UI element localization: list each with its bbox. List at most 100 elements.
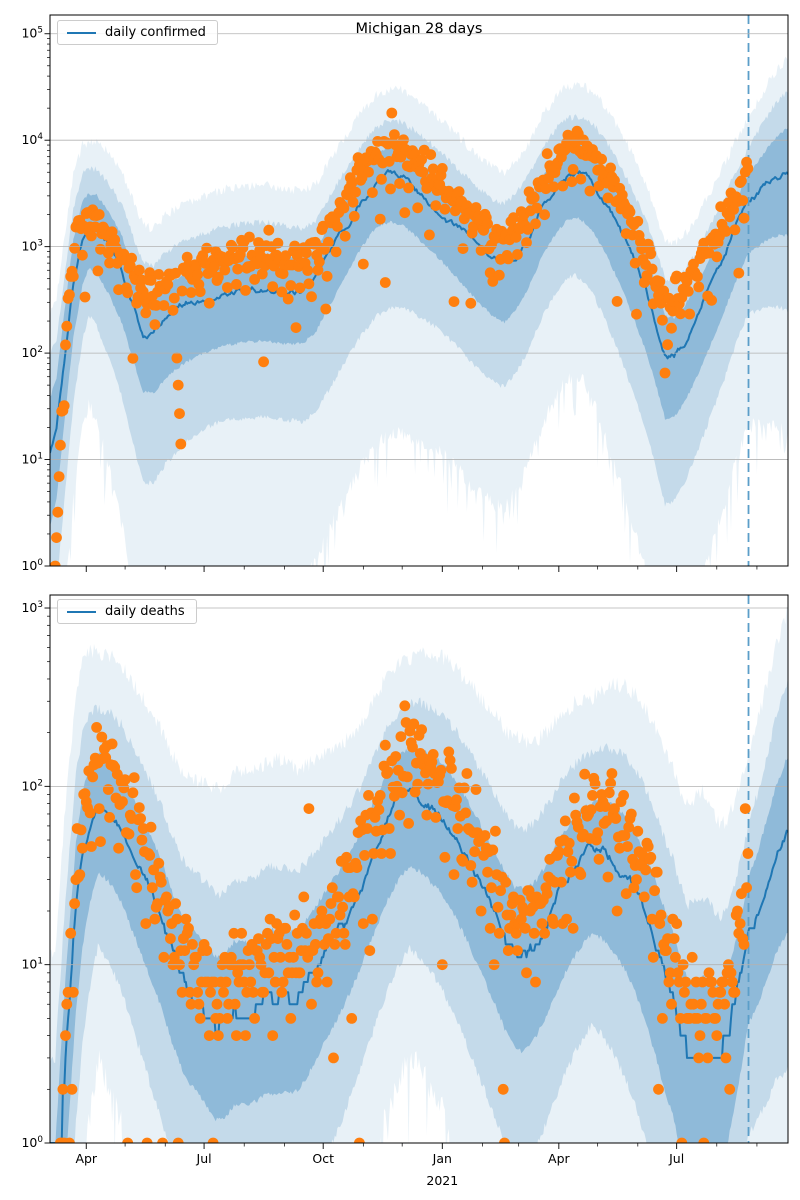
- scatter-point: [328, 1052, 339, 1064]
- scatter-point: [541, 148, 553, 160]
- scatter-point: [430, 812, 442, 823]
- scatter-point: [439, 851, 451, 863]
- scatter-point: [528, 927, 540, 939]
- scatter-point: [729, 986, 741, 998]
- scatter-point: [133, 802, 145, 813]
- scatter-point: [236, 927, 248, 939]
- scatter-point: [209, 261, 220, 272]
- scatter-point: [493, 269, 505, 281]
- scatter-point: [660, 945, 672, 956]
- scatter-point: [179, 945, 191, 956]
- scatter-point: [220, 976, 232, 988]
- scatter-point: [408, 718, 420, 730]
- scatter-point: [741, 882, 752, 894]
- scatter-point: [394, 809, 405, 821]
- xtick-label: Apr: [548, 1151, 570, 1166]
- scatter-point: [490, 825, 501, 837]
- scatter-point: [631, 308, 642, 320]
- scatter-point: [654, 276, 666, 287]
- scatter-point: [671, 918, 683, 929]
- scatter-point: [602, 871, 614, 883]
- scatter-point: [193, 998, 205, 1010]
- scatter-point: [79, 788, 91, 799]
- scatter-point: [127, 787, 139, 799]
- scatter-point: [399, 207, 411, 219]
- scatter-point: [347, 196, 359, 208]
- scatter-point: [320, 303, 332, 315]
- scatter-point: [703, 967, 715, 979]
- scatter-point: [361, 823, 373, 834]
- scatter-point: [603, 787, 615, 799]
- scatter-point: [60, 339, 71, 351]
- scatter-point: [135, 813, 147, 824]
- scatter-point: [359, 850, 370, 861]
- scatter-point: [569, 792, 580, 804]
- scatter-point: [618, 790, 629, 801]
- scatter-point: [645, 851, 657, 863]
- scatter-point: [567, 922, 579, 934]
- scatter-point: [733, 267, 745, 279]
- scatter-point: [421, 809, 433, 821]
- scatter-point: [176, 285, 188, 297]
- xaxis-year-label: 2021: [426, 1173, 458, 1188]
- scatter-point: [145, 821, 157, 833]
- scatter-point: [339, 939, 351, 950]
- scatter-point: [247, 986, 259, 998]
- scatter-point: [119, 774, 131, 786]
- scatter-point: [508, 212, 519, 224]
- scatter-point: [102, 784, 114, 795]
- scatter-point: [720, 226, 732, 237]
- scatter-point: [632, 825, 644, 837]
- scatter-point: [541, 888, 553, 900]
- scatter-point: [321, 270, 333, 282]
- scatter-point: [86, 841, 97, 852]
- legend-daily-confirmed: daily confirmed: [57, 20, 218, 45]
- scatter-point: [559, 815, 571, 827]
- ytick-label: 102: [21, 345, 43, 360]
- scatter-point: [620, 888, 632, 900]
- scatter-point: [203, 297, 215, 309]
- scatter-point: [91, 722, 102, 733]
- scatter-point: [303, 803, 315, 814]
- scatter-point: [363, 790, 374, 801]
- scatter-point: [172, 379, 184, 391]
- scatter-point: [697, 976, 708, 988]
- scatter-point: [263, 967, 275, 979]
- scatter-point: [330, 927, 342, 939]
- scatter-point: [738, 212, 750, 224]
- scatter-point: [346, 177, 358, 189]
- scatter-point: [662, 339, 673, 351]
- scatter-point: [470, 784, 482, 795]
- scatter-point: [150, 300, 162, 311]
- scatter-point: [649, 885, 660, 897]
- scatter-point: [168, 292, 180, 304]
- scatter-point: [448, 296, 460, 307]
- scatter-point: [131, 882, 143, 894]
- scatter-point: [605, 162, 616, 174]
- scatter-point: [623, 821, 635, 833]
- scatter-point: [373, 804, 385, 816]
- scatter-point: [726, 976, 738, 988]
- scatter-point: [333, 891, 345, 903]
- scatter-point: [312, 264, 324, 276]
- scatter-point: [575, 173, 587, 185]
- scatter-point: [395, 731, 407, 742]
- scatter-point: [610, 813, 622, 824]
- scatter-point: [277, 976, 289, 988]
- scatter-point: [647, 951, 659, 963]
- scatter-point: [469, 846, 481, 858]
- scatter-point: [275, 951, 286, 963]
- scatter-point: [676, 1137, 688, 1143]
- uncertainty-band-middle: [50, 91, 788, 566]
- scatter-point: [561, 913, 572, 925]
- scatter-point: [212, 271, 224, 283]
- scatter-point: [128, 772, 140, 783]
- scatter-point: [218, 986, 229, 998]
- scatter-point: [174, 408, 185, 419]
- scatter-point: [430, 200, 442, 212]
- scatter-point: [657, 314, 668, 326]
- ytick-label: 101: [21, 957, 43, 972]
- scatter-point: [60, 1030, 71, 1041]
- scatter-point: [357, 918, 369, 929]
- scatter-point: [214, 1013, 226, 1024]
